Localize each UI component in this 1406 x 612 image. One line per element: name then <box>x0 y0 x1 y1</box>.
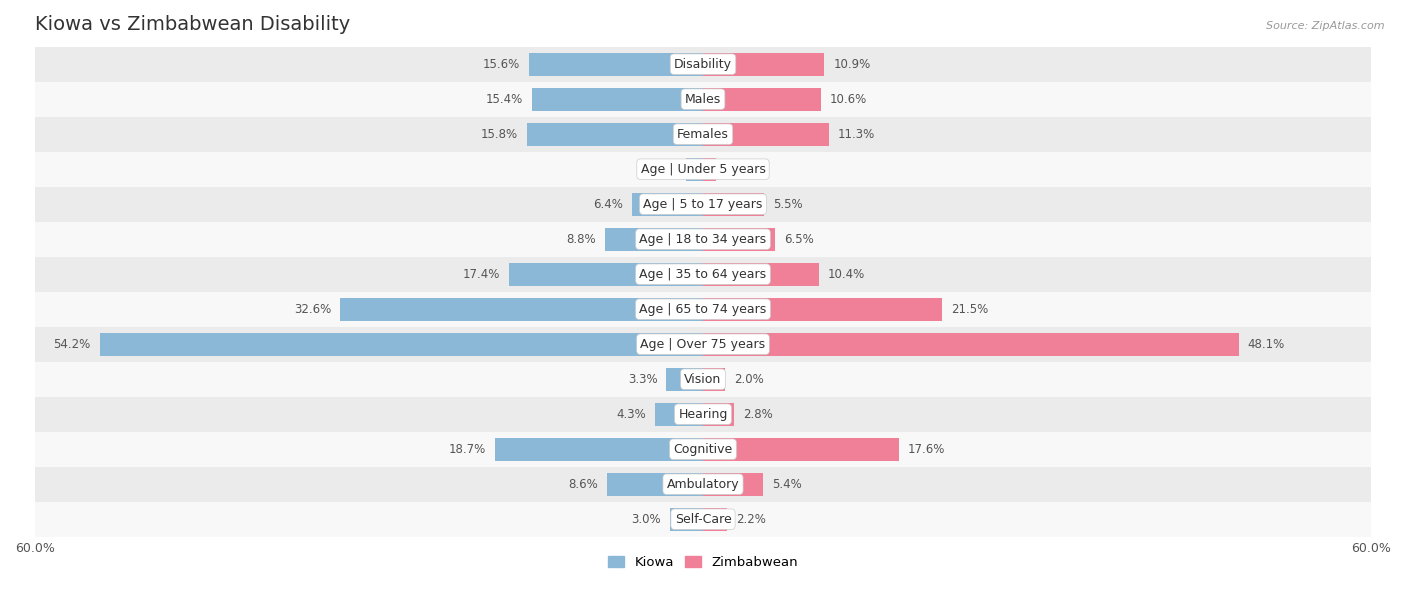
Bar <box>669 508 703 531</box>
Bar <box>703 473 763 496</box>
Text: Cognitive: Cognitive <box>673 442 733 456</box>
Bar <box>35 152 1371 187</box>
Text: 18.7%: 18.7% <box>449 442 486 456</box>
Text: 32.6%: 32.6% <box>294 303 330 316</box>
Bar <box>631 193 703 215</box>
Bar <box>100 333 703 356</box>
Text: 15.6%: 15.6% <box>484 58 520 70</box>
Bar <box>605 228 703 250</box>
Text: Vision: Vision <box>685 373 721 386</box>
Text: 1.5%: 1.5% <box>648 163 678 176</box>
Text: 2.2%: 2.2% <box>737 513 766 526</box>
Text: 10.9%: 10.9% <box>834 58 870 70</box>
Bar <box>35 47 1371 81</box>
Text: 5.5%: 5.5% <box>773 198 803 211</box>
Text: Females: Females <box>678 128 728 141</box>
Bar <box>703 193 765 215</box>
Text: 15.4%: 15.4% <box>485 92 523 106</box>
Bar <box>703 403 734 425</box>
Text: Age | 35 to 64 years: Age | 35 to 64 years <box>640 267 766 281</box>
Bar <box>35 502 1371 537</box>
Text: 54.2%: 54.2% <box>53 338 90 351</box>
Text: 10.6%: 10.6% <box>830 92 868 106</box>
Bar <box>35 81 1371 117</box>
Bar <box>35 256 1371 292</box>
Bar <box>529 53 703 75</box>
Text: 6.4%: 6.4% <box>593 198 623 211</box>
Bar <box>340 298 703 321</box>
Bar <box>655 403 703 425</box>
Bar <box>35 292 1371 327</box>
Text: 2.0%: 2.0% <box>734 373 763 386</box>
Text: 2.8%: 2.8% <box>744 408 773 420</box>
Bar <box>35 431 1371 467</box>
Text: 48.1%: 48.1% <box>1247 338 1285 351</box>
Bar <box>35 222 1371 256</box>
Bar <box>703 508 727 531</box>
Text: Self-Care: Self-Care <box>675 513 731 526</box>
Bar <box>35 327 1371 362</box>
Text: 6.5%: 6.5% <box>785 233 814 245</box>
Text: Males: Males <box>685 92 721 106</box>
Text: 8.6%: 8.6% <box>568 478 599 491</box>
Text: 3.0%: 3.0% <box>631 513 661 526</box>
Bar <box>666 368 703 390</box>
Text: 4.3%: 4.3% <box>616 408 647 420</box>
Bar <box>703 123 828 146</box>
Bar <box>703 158 717 181</box>
Bar <box>607 473 703 496</box>
Text: 15.8%: 15.8% <box>481 128 519 141</box>
Text: 11.3%: 11.3% <box>838 128 875 141</box>
Bar <box>703 333 1239 356</box>
Legend: Kiowa, Zimbabwean: Kiowa, Zimbabwean <box>603 550 803 574</box>
Text: 21.5%: 21.5% <box>952 303 988 316</box>
Bar <box>703 263 818 286</box>
Text: 5.4%: 5.4% <box>772 478 801 491</box>
Bar <box>527 123 703 146</box>
Text: 8.8%: 8.8% <box>567 233 596 245</box>
Text: Age | 18 to 34 years: Age | 18 to 34 years <box>640 233 766 245</box>
Bar <box>35 362 1371 397</box>
Text: Age | 5 to 17 years: Age | 5 to 17 years <box>644 198 762 211</box>
Text: Age | Over 75 years: Age | Over 75 years <box>641 338 765 351</box>
Text: Disability: Disability <box>673 58 733 70</box>
Bar <box>703 368 725 390</box>
Text: Hearing: Hearing <box>678 408 728 420</box>
Bar <box>703 228 775 250</box>
Bar <box>35 467 1371 502</box>
Text: Kiowa vs Zimbabwean Disability: Kiowa vs Zimbabwean Disability <box>35 15 350 34</box>
Text: Age | Under 5 years: Age | Under 5 years <box>641 163 765 176</box>
Text: 1.2%: 1.2% <box>725 163 755 176</box>
Text: Age | 65 to 74 years: Age | 65 to 74 years <box>640 303 766 316</box>
Bar <box>703 298 942 321</box>
Bar <box>35 397 1371 431</box>
Bar <box>531 88 703 111</box>
Bar <box>495 438 703 461</box>
Text: 17.6%: 17.6% <box>908 442 945 456</box>
Bar <box>35 117 1371 152</box>
Bar <box>509 263 703 286</box>
Bar <box>703 438 898 461</box>
Bar <box>686 158 703 181</box>
Bar <box>703 88 821 111</box>
Text: 10.4%: 10.4% <box>828 267 865 281</box>
Bar <box>703 53 824 75</box>
Text: 3.3%: 3.3% <box>627 373 658 386</box>
Text: Source: ZipAtlas.com: Source: ZipAtlas.com <box>1267 21 1385 31</box>
Text: Ambulatory: Ambulatory <box>666 478 740 491</box>
Bar <box>35 187 1371 222</box>
Text: 17.4%: 17.4% <box>463 267 501 281</box>
